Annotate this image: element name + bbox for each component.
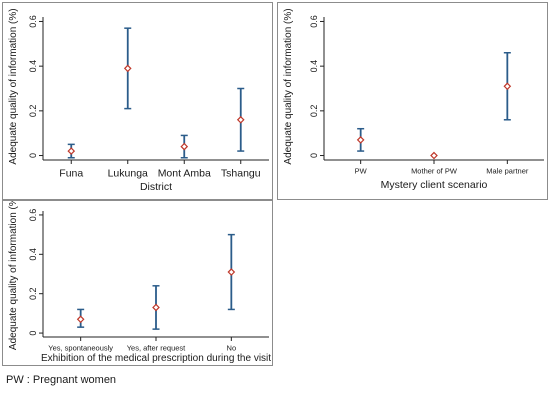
chart-panel-scenario: 0 0.2 0.4 0.6 PW Mother of PW Male partner Myst… [277,2,548,200]
x-tick-label: Funa [59,168,83,180]
y-axis-title: Adequate quality of information (%) [283,8,294,164]
chart-prescription: 0 0.2 0.4 0.6 Yes, spontaneously Yes, after r… [8,201,271,364]
data-point [356,136,365,144]
data-point [123,64,132,73]
x-axis-title: District [140,181,172,193]
chart-panel-district: 0 0.2 0.4 0.6 Funa Lukunga Mont Amba Tshangu Dis… [2,2,273,200]
data-point [180,142,189,151]
x-axis-title: Mystery client scenario [381,179,488,191]
y-tick-label: 0.6 [28,15,38,28]
y-tick-label: 0.2 [309,105,319,118]
y-tick-label: 0.6 [28,209,38,222]
data-point [503,82,512,91]
footnote: PW : Pregnant women [6,374,117,386]
x-tick-label: Lukunga [108,168,148,180]
x-tick-label: Yes, spontaneously [48,344,113,353]
x-tick-label: Male partner [486,167,529,176]
y-tick-label: 0.2 [28,287,38,300]
data-point [152,303,160,312]
x-tick-label: Yes, after request [127,344,186,353]
y-tick-label: 0.4 [28,248,38,261]
data-point [227,268,236,276]
y-axis-title: Adequate quality of information (%) [8,8,19,164]
x-tick-label: No [227,344,237,353]
x-tick-label: Mont Amba [158,168,211,180]
data-point [67,147,76,155]
x-tick-label: Mother of PW [411,167,458,176]
data-point [236,115,245,124]
x-axis-title: Exhibition of the medical prescription d… [41,353,271,364]
chart-district: 0 0.2 0.4 0.6 Funa Lukunga Mont Amba Tshangu Dis… [8,8,269,193]
y-tick-label: 0.4 [309,60,319,73]
data-point [430,151,438,160]
y-tick-label: 0 [309,153,319,158]
x-tick-label: PW [355,167,368,176]
y-tick-label: 0 [28,153,38,158]
chart-panel-prescription: 0 0.2 0.4 0.6 Yes, spontaneously Yes, after r… [2,200,273,366]
y-tick-label: 0.4 [28,60,38,73]
y-tick-label: 0.6 [309,15,319,28]
chart-scenario: 0 0.2 0.4 0.6 PW Mother of PW Male partner Myst… [283,8,544,191]
y-tick-label: 0 [28,331,38,336]
y-tick-label: 0.2 [28,105,38,118]
x-tick-label: Tshangu [221,168,261,180]
data-point [76,315,85,324]
y-axis-title: Adequate quality of information (%) [8,201,19,350]
